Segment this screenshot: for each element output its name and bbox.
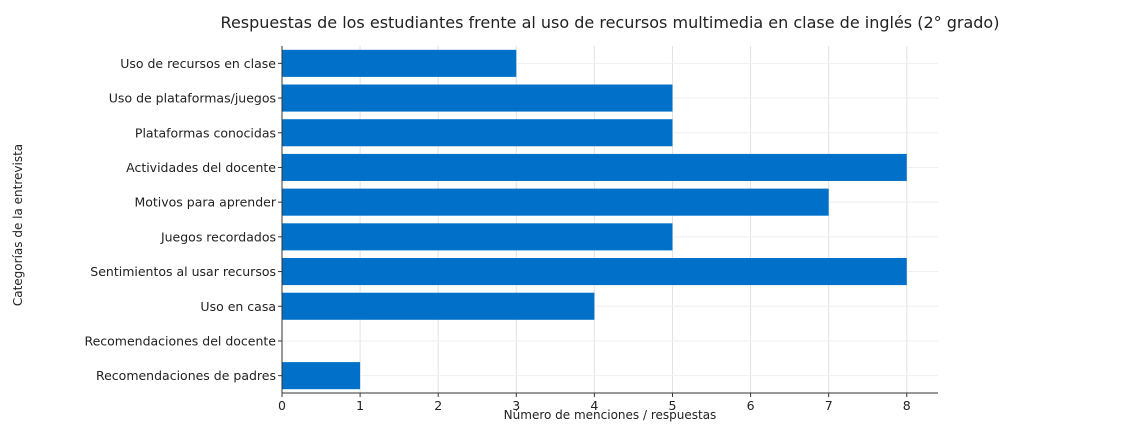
x-axis-label: Número de menciones / respuestas (504, 408, 717, 422)
bars (282, 49, 907, 390)
axes (278, 46, 938, 397)
y-tick-label: Motivos para aprender (134, 195, 276, 210)
y-tick-label: Uso de plataformas/juegos (109, 91, 276, 106)
bar (282, 258, 907, 286)
chart-title: Respuestas de los estudiantes frente al … (221, 13, 1000, 32)
y-tick-label: Recomendaciones del docente (84, 333, 276, 348)
bar (282, 49, 517, 77)
x-tick-label: 8 (903, 398, 911, 413)
x-tick-label: 1 (356, 398, 364, 413)
x-tick-label: 6 (747, 398, 755, 413)
x-tick-label: 3 (512, 398, 520, 413)
y-tick-label: Sentimientos al usar recursos (90, 264, 276, 279)
bar (282, 362, 361, 390)
y-tick-label: Uso en casa (200, 299, 276, 314)
bar (282, 188, 829, 216)
y-tick-label: Actividades del docente (126, 160, 276, 175)
bar (282, 119, 673, 147)
y-tick-label: Recomendaciones de padres (96, 368, 276, 383)
x-tick-label: 0 (278, 398, 286, 413)
x-tick-label: 4 (590, 398, 598, 413)
y-axis-label: Categorías de la entrevista (11, 144, 25, 306)
bar (282, 223, 673, 251)
y-tick-labels: Uso de recursos en clase Uso de plataform… (84, 56, 276, 383)
y-tick-label: Plataformas conocidas (135, 125, 276, 140)
bar (282, 84, 673, 112)
x-tick-label: 5 (668, 398, 676, 413)
y-tick-label: Uso de recursos en clase (120, 56, 276, 71)
y-tick-label: Juegos recordados (160, 229, 276, 244)
bar (282, 292, 595, 320)
x-tick-labels: 0 1 2 3 4 5 6 7 8 (278, 398, 911, 413)
x-tick-label: 2 (434, 398, 442, 413)
bar (282, 153, 907, 181)
x-tick-label: 7 (825, 398, 833, 413)
